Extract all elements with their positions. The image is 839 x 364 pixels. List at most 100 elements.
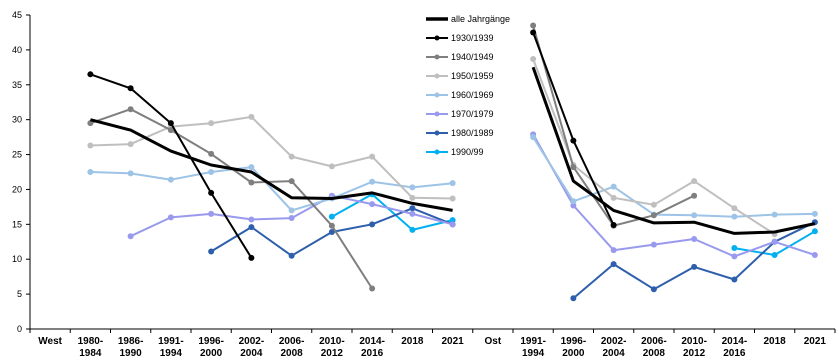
data-point bbox=[248, 164, 255, 171]
data-point bbox=[127, 106, 134, 113]
data-point bbox=[167, 214, 174, 221]
series-line-ost bbox=[531, 66, 816, 235]
x-category-label: 1986-1990 bbox=[118, 336, 144, 359]
data-point bbox=[570, 202, 577, 209]
data-point bbox=[208, 189, 215, 196]
legend-label: alle Jahrgänge bbox=[451, 14, 510, 24]
data-point bbox=[87, 169, 94, 175]
data-point bbox=[530, 55, 537, 62]
x-category-label: 2010-2012 bbox=[681, 336, 707, 359]
data-point bbox=[691, 235, 698, 242]
data-point bbox=[369, 178, 376, 185]
series-line-west bbox=[90, 166, 453, 212]
data-point bbox=[87, 120, 94, 127]
data-point bbox=[449, 195, 456, 202]
data-point bbox=[691, 192, 698, 199]
y-tick-label: 30 bbox=[12, 115, 22, 125]
data-point bbox=[288, 252, 295, 259]
data-point bbox=[731, 276, 738, 283]
data-point bbox=[731, 253, 738, 260]
data-point bbox=[570, 137, 577, 144]
data-point bbox=[610, 247, 617, 254]
data-point bbox=[650, 286, 657, 293]
y-tick-labels: 0 5 10 15 20 25 30 35 40 45 bbox=[12, 10, 22, 334]
data-point bbox=[771, 238, 778, 245]
data-point bbox=[208, 210, 215, 217]
x-category-label: 2014-2016 bbox=[359, 336, 385, 359]
x-category-label: 1980-1984 bbox=[78, 336, 104, 359]
data-point bbox=[570, 198, 577, 205]
data-point bbox=[248, 113, 255, 120]
data-point bbox=[328, 222, 335, 229]
x-category-label: 2021 bbox=[442, 336, 465, 347]
y-tick-label: 0 bbox=[17, 324, 22, 334]
data-point bbox=[208, 150, 215, 157]
data-point bbox=[409, 226, 416, 233]
data-point bbox=[811, 252, 818, 259]
x-category-label: 1996-2000 bbox=[561, 336, 587, 359]
x-category-label: 2002-2004 bbox=[601, 336, 627, 359]
data-point bbox=[87, 142, 94, 149]
data-point bbox=[449, 217, 456, 224]
series-line-ost bbox=[532, 32, 615, 226]
series-line-west bbox=[90, 115, 453, 200]
legend-marker bbox=[434, 35, 440, 41]
y-tick-label: 15 bbox=[12, 219, 22, 229]
data-point bbox=[167, 176, 174, 183]
series-line-ost bbox=[532, 133, 816, 258]
data-point bbox=[208, 120, 215, 127]
data-point bbox=[610, 183, 617, 190]
data-point bbox=[610, 222, 617, 229]
data-point bbox=[691, 263, 698, 270]
data-point bbox=[248, 254, 255, 261]
data-point bbox=[530, 29, 537, 36]
data-point bbox=[691, 212, 698, 219]
x-category-label: 2021 bbox=[804, 336, 827, 347]
data-point bbox=[288, 215, 295, 222]
data-point bbox=[570, 295, 577, 302]
y-tick-label: 45 bbox=[12, 10, 22, 20]
data-point bbox=[409, 184, 416, 191]
x-category-label: 2018 bbox=[764, 336, 787, 347]
x-category-labels: West 1980-1984 1986-1990 1991-1994 1996-2000… bbox=[38, 336, 826, 359]
data-point bbox=[208, 248, 215, 255]
data-point bbox=[328, 229, 335, 236]
data-point bbox=[731, 245, 738, 252]
data-point bbox=[208, 169, 215, 175]
data-point bbox=[691, 178, 698, 185]
legend-marker bbox=[434, 149, 440, 155]
series-line-ost bbox=[572, 221, 816, 300]
series-line-ost bbox=[532, 58, 776, 235]
data-point bbox=[409, 205, 416, 212]
x-category-label: 1991-1994 bbox=[158, 336, 184, 359]
legend-label: 1960/1969 bbox=[451, 90, 494, 100]
axes bbox=[26, 14, 836, 333]
data-point bbox=[127, 141, 134, 148]
series-line-west bbox=[331, 193, 453, 231]
legend-label: 1990/99 bbox=[451, 147, 484, 157]
x-category-label: 2006-2008 bbox=[279, 336, 305, 359]
series-lines bbox=[87, 22, 818, 302]
data-point bbox=[650, 212, 657, 219]
data-point bbox=[369, 153, 376, 160]
data-point bbox=[530, 134, 537, 141]
data-point bbox=[369, 285, 376, 292]
y-tick-label: 40 bbox=[12, 45, 22, 55]
data-point bbox=[771, 211, 778, 218]
y-tick-label: 35 bbox=[12, 80, 22, 90]
data-point bbox=[288, 207, 295, 214]
legend-label: 1980/1989 bbox=[451, 128, 494, 138]
data-point bbox=[409, 210, 416, 217]
legend-label: 1950/1959 bbox=[451, 71, 494, 81]
legend-label: 1970/1979 bbox=[451, 109, 494, 119]
data-point bbox=[530, 22, 537, 29]
x-category-label: Ost bbox=[485, 336, 502, 347]
data-point bbox=[369, 201, 376, 208]
data-point bbox=[127, 233, 134, 240]
x-category-label: West bbox=[38, 336, 62, 347]
data-point bbox=[167, 127, 174, 134]
data-point bbox=[650, 241, 657, 248]
data-point bbox=[288, 153, 295, 160]
